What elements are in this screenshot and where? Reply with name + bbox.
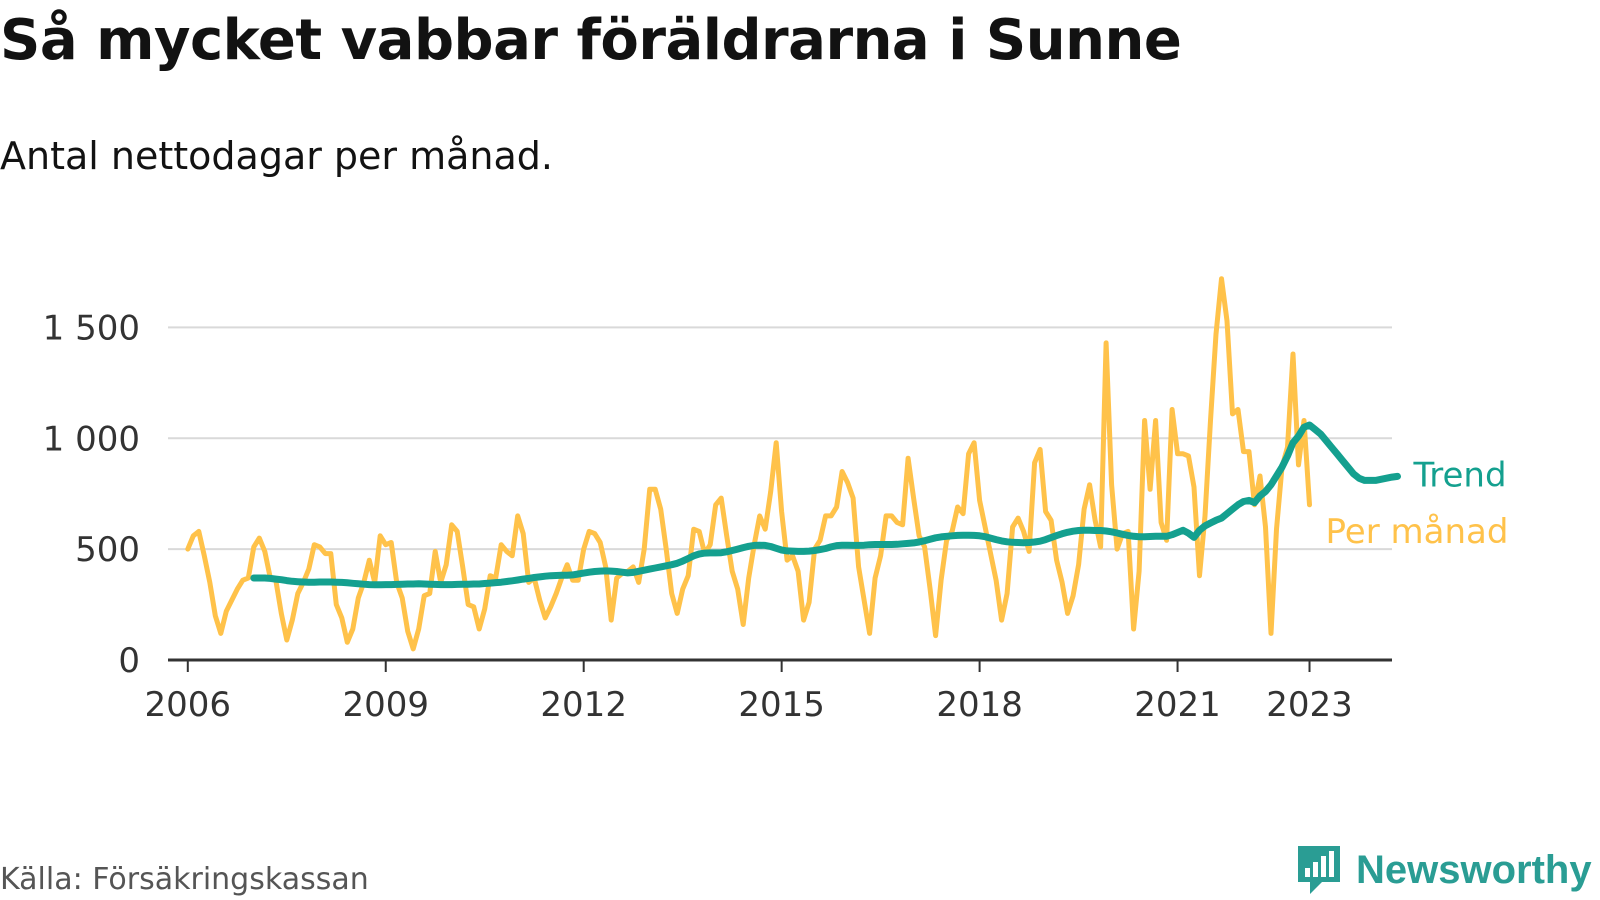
x-tick-label: 2012 <box>540 685 627 725</box>
x-tick-label: 2015 <box>738 685 825 725</box>
y-tick-label: 1 000 <box>43 419 140 459</box>
brand-name: Newsworthy <box>1356 847 1592 892</box>
newsworthy-logo-icon <box>1298 846 1340 894</box>
series-line-monthly <box>185 276 1312 652</box>
x-tick-label: 2009 <box>342 685 429 725</box>
source-note: Källa: Försäkringskassan <box>0 862 369 897</box>
y-tick-label: 1 500 <box>43 308 140 348</box>
x-tick-label: 2006 <box>145 685 232 725</box>
series-labels: Trend Per månad <box>1326 455 1509 551</box>
series-label-trend: Trend <box>1412 455 1506 495</box>
chart-subtitle: Antal nettodagar per månad. <box>0 134 554 178</box>
x-tick-label: 2023 <box>1266 685 1353 725</box>
series-label-monthly: Per månad <box>1326 512 1509 552</box>
y-tick-label: 0 <box>118 641 140 681</box>
newsworthy-logo: Newsworthy <box>1294 842 1592 898</box>
chart-title: Så mycket vabbar föräldrarna i Sunne <box>0 8 1182 73</box>
series-line-trend <box>250 421 1401 589</box>
x-tick-label: 2021 <box>1134 685 1221 725</box>
y-axis-ticks: 0 500 1 000 1 500 <box>43 308 140 681</box>
x-tick-label: 2018 <box>936 685 1023 725</box>
series-lines <box>185 276 1401 652</box>
x-axis: 2006 2009 2012 2015 2018 2021 2023 <box>145 658 1392 725</box>
y-tick-label: 500 <box>75 530 140 570</box>
